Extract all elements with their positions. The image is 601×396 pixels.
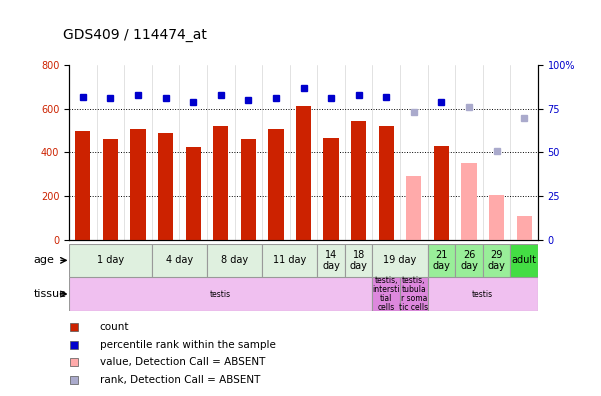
Bar xyxy=(483,244,510,277)
Text: 26
day: 26 day xyxy=(460,250,478,271)
Bar xyxy=(379,126,394,240)
Bar xyxy=(455,244,483,277)
Text: testis,
tubula
r soma
tic cells: testis, tubula r soma tic cells xyxy=(399,276,429,312)
Bar xyxy=(75,131,91,240)
Bar xyxy=(516,215,532,240)
Text: 11 day: 11 day xyxy=(273,255,307,265)
Bar xyxy=(462,163,477,240)
Bar xyxy=(434,146,449,240)
Text: 21
day: 21 day xyxy=(433,250,450,271)
Bar xyxy=(427,277,538,311)
Bar xyxy=(152,244,207,277)
Text: 18
day: 18 day xyxy=(350,250,368,271)
Bar xyxy=(373,244,427,277)
Text: value, Detection Call = ABSENT: value, Detection Call = ABSENT xyxy=(100,357,265,367)
Text: count: count xyxy=(100,322,129,332)
Bar xyxy=(345,244,373,277)
Bar xyxy=(103,139,118,240)
Bar xyxy=(241,139,256,240)
Bar xyxy=(207,244,262,277)
Bar xyxy=(158,133,173,240)
Bar xyxy=(296,106,311,240)
Text: GDS409 / 114474_at: GDS409 / 114474_at xyxy=(63,28,207,42)
Text: 19 day: 19 day xyxy=(383,255,416,265)
Bar xyxy=(130,128,145,240)
Bar xyxy=(373,277,400,311)
Text: percentile rank within the sample: percentile rank within the sample xyxy=(100,339,275,350)
Text: testis: testis xyxy=(210,289,231,299)
Text: testis: testis xyxy=(472,289,493,299)
Bar xyxy=(268,129,284,240)
Bar xyxy=(323,138,339,240)
Text: testis,
intersti
tial
cells: testis, intersti tial cells xyxy=(373,276,400,312)
Bar xyxy=(351,121,366,240)
Text: adult: adult xyxy=(511,255,537,265)
Text: 4 day: 4 day xyxy=(166,255,193,265)
Text: 8 day: 8 day xyxy=(221,255,248,265)
Text: 1 day: 1 day xyxy=(97,255,124,265)
Text: age: age xyxy=(33,255,54,265)
Text: 14
day: 14 day xyxy=(322,250,340,271)
Bar xyxy=(213,126,228,240)
Bar xyxy=(400,277,427,311)
Bar xyxy=(489,195,504,240)
Bar xyxy=(186,147,201,240)
Bar xyxy=(317,244,345,277)
Bar xyxy=(510,244,538,277)
Bar xyxy=(69,244,152,277)
Text: tissue: tissue xyxy=(33,289,66,299)
Bar xyxy=(69,277,373,311)
Bar xyxy=(262,244,317,277)
Bar xyxy=(427,244,455,277)
Text: 29
day: 29 day xyxy=(487,250,505,271)
Text: rank, Detection Call = ABSENT: rank, Detection Call = ABSENT xyxy=(100,375,260,385)
Bar xyxy=(406,176,421,240)
